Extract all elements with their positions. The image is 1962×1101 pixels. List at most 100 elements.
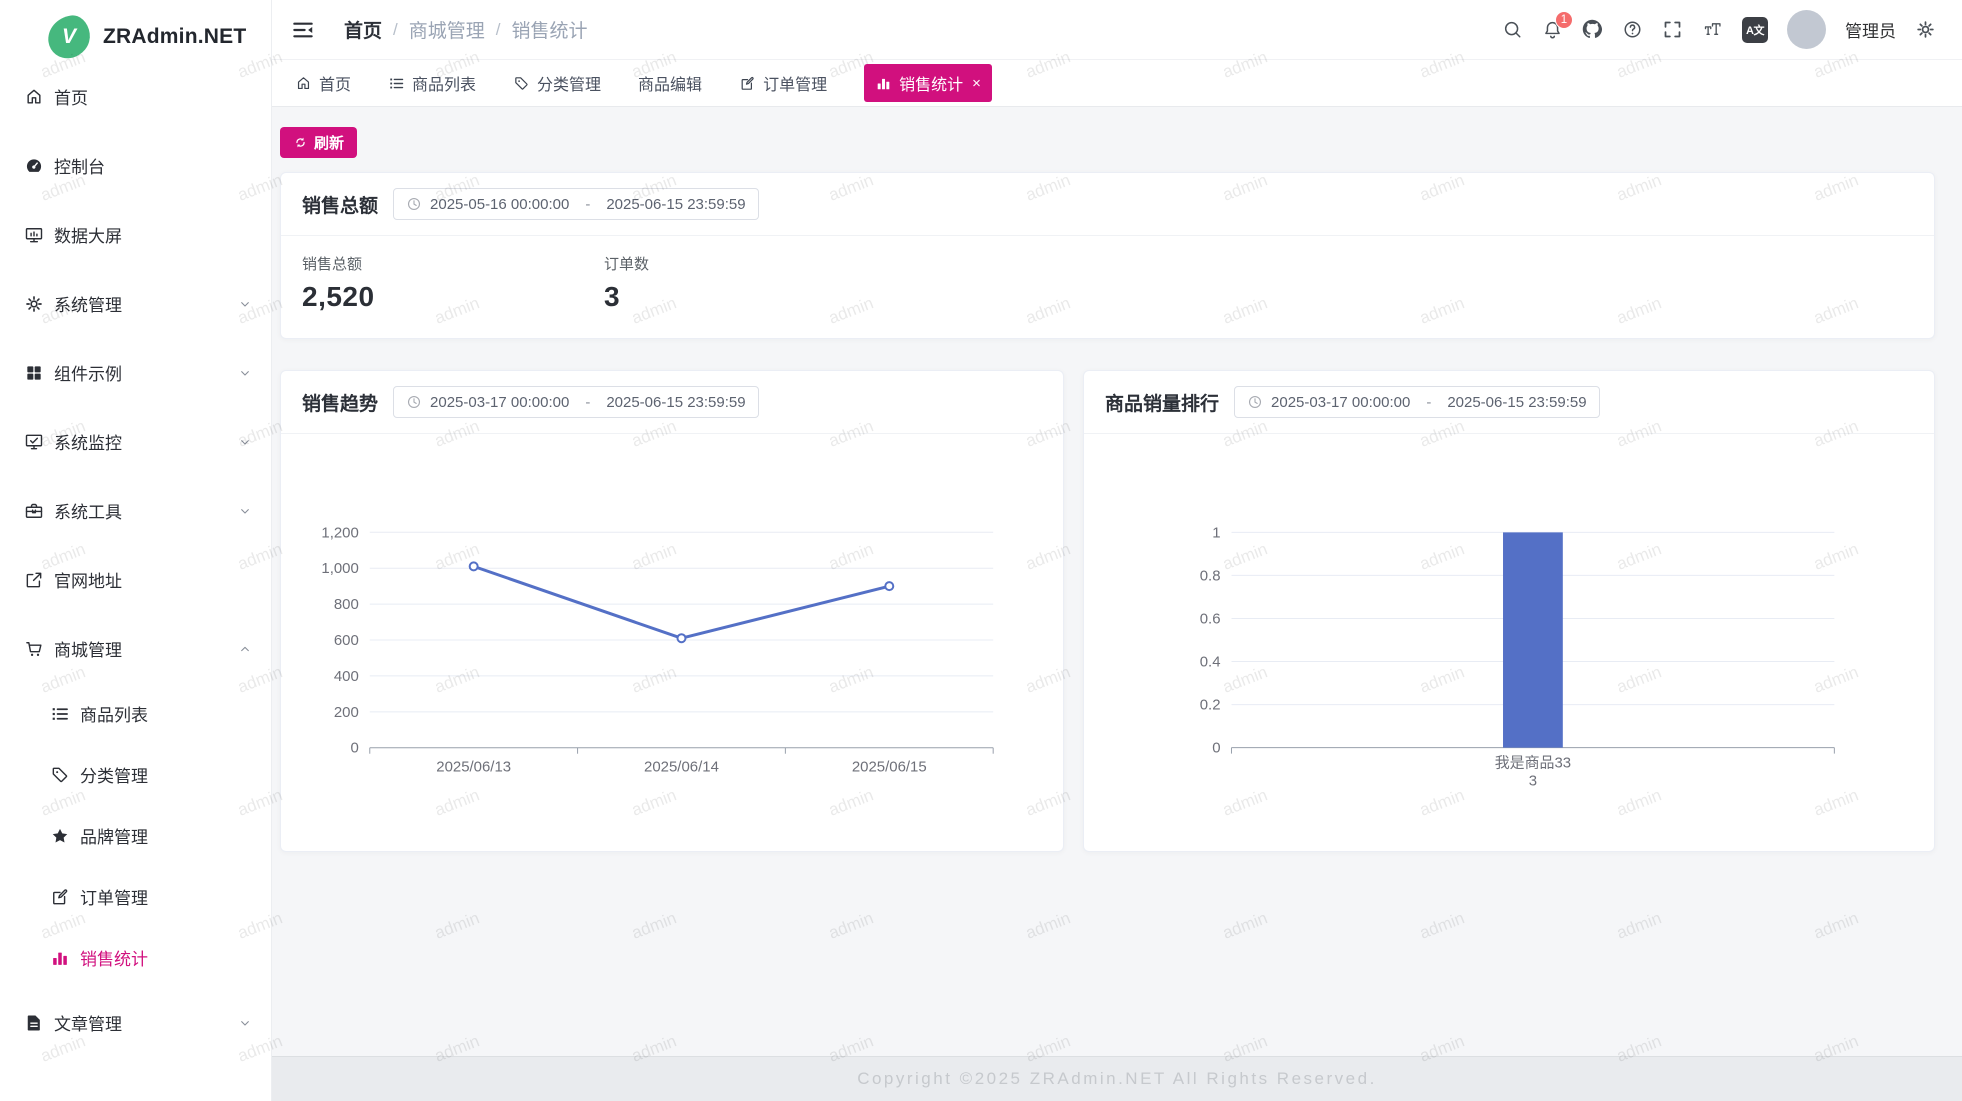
chart-icon <box>875 75 892 92</box>
sidebar-item-控制台[interactable]: 控制台 <box>0 131 271 200</box>
navbar-actions: 1 A文 管理员 <box>1502 10 1936 49</box>
chevron-down-icon <box>237 434 253 450</box>
tab-首页[interactable]: 首页 <box>295 71 351 95</box>
svg-text:0.4: 0.4 <box>1200 654 1221 671</box>
refresh-icon <box>293 135 308 150</box>
github-icon[interactable] <box>1582 19 1603 40</box>
sidebar-item-label: 首页 <box>54 89 88 108</box>
collapse-sidebar-icon[interactable] <box>290 17 316 43</box>
sidebar-item-数据大屏[interactable]: 数据大屏 <box>0 200 271 269</box>
sidebar-item-系统监控[interactable]: 系统监控 <box>0 407 271 476</box>
date-start: 2025-03-17 00:00:00 <box>430 393 570 411</box>
sidebar-item-文章管理[interactable]: 文章管理 <box>0 988 271 1057</box>
sidebar-item-首页[interactable]: 首页 <box>0 62 271 131</box>
summary-stats: 销售总额 2,520 订单数 3 <box>281 236 1934 338</box>
edit-icon <box>50 887 70 907</box>
svg-text:0: 0 <box>350 740 358 757</box>
sidebar-item-label: 商城管理 <box>54 641 122 660</box>
date-end: 2025-06-15 23:59:59 <box>1447 393 1587 411</box>
sidebar-item-商城管理[interactable]: 商城管理 <box>0 614 271 683</box>
tab-label: 销售统计 <box>899 77 964 94</box>
refresh-button[interactable]: 刷新 <box>280 127 358 158</box>
tab-label: 商品编辑 <box>638 77 703 94</box>
breadcrumb-separator: / <box>495 19 501 39</box>
breadcrumb-item[interactable]: 销售统计 <box>511 21 588 42</box>
sidebar-item-品牌管理[interactable]: 品牌管理 <box>0 805 271 866</box>
chevron-down-icon <box>237 1015 253 1031</box>
home-icon <box>24 87 44 107</box>
cart-icon <box>24 639 44 659</box>
svg-text:2025/06/15: 2025/06/15 <box>852 759 927 776</box>
tab-label: 订单管理 <box>763 77 828 94</box>
sidebar-item-label: 系统监控 <box>54 434 122 453</box>
avatar[interactable] <box>1787 10 1826 49</box>
sidebar-item-label: 数据大屏 <box>54 227 122 246</box>
username[interactable]: 管理员 <box>1845 22 1896 41</box>
svg-text:1: 1 <box>1212 524 1220 541</box>
font-size-icon[interactable] <box>1702 19 1723 40</box>
help-icon[interactable] <box>1622 19 1643 40</box>
sidebar-item-系统工具[interactable]: 系统工具 <box>0 476 271 545</box>
stat-label: 订单数 <box>604 256 650 273</box>
sidebar-item-组件示例[interactable]: 组件示例 <box>0 338 271 407</box>
date-start: 2025-05-16 00:00:00 <box>430 195 570 213</box>
sidebar-item-label: 系统管理 <box>54 296 122 315</box>
tab-订单管理[interactable]: 订单管理 <box>739 71 827 95</box>
sidebar-item-官网地址[interactable]: 官网地址 <box>0 545 271 614</box>
notification-badge: 1 <box>1555 11 1573 29</box>
tab-label: 商品列表 <box>412 77 477 94</box>
tab-分类管理[interactable]: 分类管理 <box>513 71 601 95</box>
tab-label: 首页 <box>319 77 352 94</box>
svg-text:800: 800 <box>334 596 359 613</box>
settings-icon[interactable] <box>1915 19 1936 40</box>
summary-card-header: 销售总额 2025-05-16 00:00:00 - 2025-06-15 23… <box>281 173 1934 236</box>
clock-icon <box>406 196 422 212</box>
breadcrumb-item[interactable]: 商城管理 <box>408 21 485 42</box>
notifications-button[interactable]: 1 <box>1542 11 1573 40</box>
svg-text:200: 200 <box>334 704 359 721</box>
ranking-date-range[interactable]: 2025-03-17 00:00:00 - 2025-06-15 23:59:5… <box>1234 386 1600 418</box>
main-area: 首页 / 商城管理 / 销售统计 1 A文 管理员 首页 商品列表 分类管理 商品编辑 订单管理… <box>272 0 1962 1101</box>
sidebar-item-label: 文章管理 <box>54 1015 122 1034</box>
chevron-up-icon <box>237 641 253 657</box>
gear-icon <box>24 294 44 314</box>
breadcrumb-item[interactable]: 首页 <box>344 21 383 42</box>
stat-value: 2,520 <box>302 281 375 312</box>
trend-date-range[interactable]: 2025-03-17 00:00:00 - 2025-06-15 23:59:5… <box>393 386 759 418</box>
summary-card-title: 销售总额 <box>302 195 379 217</box>
search-icon[interactable] <box>1502 19 1523 40</box>
home-icon <box>295 75 312 92</box>
sidebar-item-订单管理[interactable]: 订单管理 <box>0 866 271 927</box>
trend-card: 销售趋势 2025-03-17 00:00:00 - 2025-06-15 23… <box>280 370 1064 852</box>
close-icon[interactable]: × <box>972 74 981 92</box>
summary-date-range[interactable]: 2025-05-16 00:00:00 - 2025-06-15 23:59:5… <box>393 188 759 220</box>
sidebar-menu: 首页控制台数据大屏系统管理组件示例系统监控系统工具 官网地址商城管理商品列表 分类管… <box>0 62 271 1057</box>
svg-text:3: 3 <box>1529 772 1537 789</box>
tab-商品编辑[interactable]: 商品编辑 <box>638 71 702 95</box>
date-end: 2025-06-15 23:59:59 <box>606 393 746 411</box>
toolbox-icon <box>24 501 44 521</box>
sidebar-item-label: 控制台 <box>54 158 105 177</box>
tab-label: 分类管理 <box>537 77 602 94</box>
app-logo[interactable]: V ZRAdmin.NET <box>0 0 271 62</box>
sidebar-item-销售统计[interactable]: 销售统计 <box>0 927 271 988</box>
fullscreen-icon[interactable] <box>1662 19 1683 40</box>
refresh-label: 刷新 <box>314 135 345 152</box>
svg-text:1,000: 1,000 <box>321 560 358 577</box>
tab-商品列表[interactable]: 商品列表 <box>388 71 476 95</box>
date-end: 2025-06-15 23:59:59 <box>606 195 746 213</box>
grid-icon <box>24 363 44 383</box>
language-icon[interactable]: A文 <box>1742 16 1768 43</box>
sidebar-item-商品列表[interactable]: 商品列表 <box>0 683 271 744</box>
sidebar-item-系统管理[interactable]: 系统管理 <box>0 269 271 338</box>
svg-text:2025/06/13: 2025/06/13 <box>436 759 511 776</box>
tab-销售统计[interactable]: 销售统计 × <box>864 64 992 102</box>
date-separator: - <box>585 195 591 213</box>
tag-icon <box>513 75 530 92</box>
date-start: 2025-03-17 00:00:00 <box>1271 393 1411 411</box>
sidebar-item-分类管理[interactable]: 分类管理 <box>0 744 271 805</box>
svg-text:1,200: 1,200 <box>321 524 358 541</box>
logo-icon: V <box>45 13 93 61</box>
summary-card: 销售总额 2025-05-16 00:00:00 - 2025-06-15 23… <box>280 172 1935 339</box>
